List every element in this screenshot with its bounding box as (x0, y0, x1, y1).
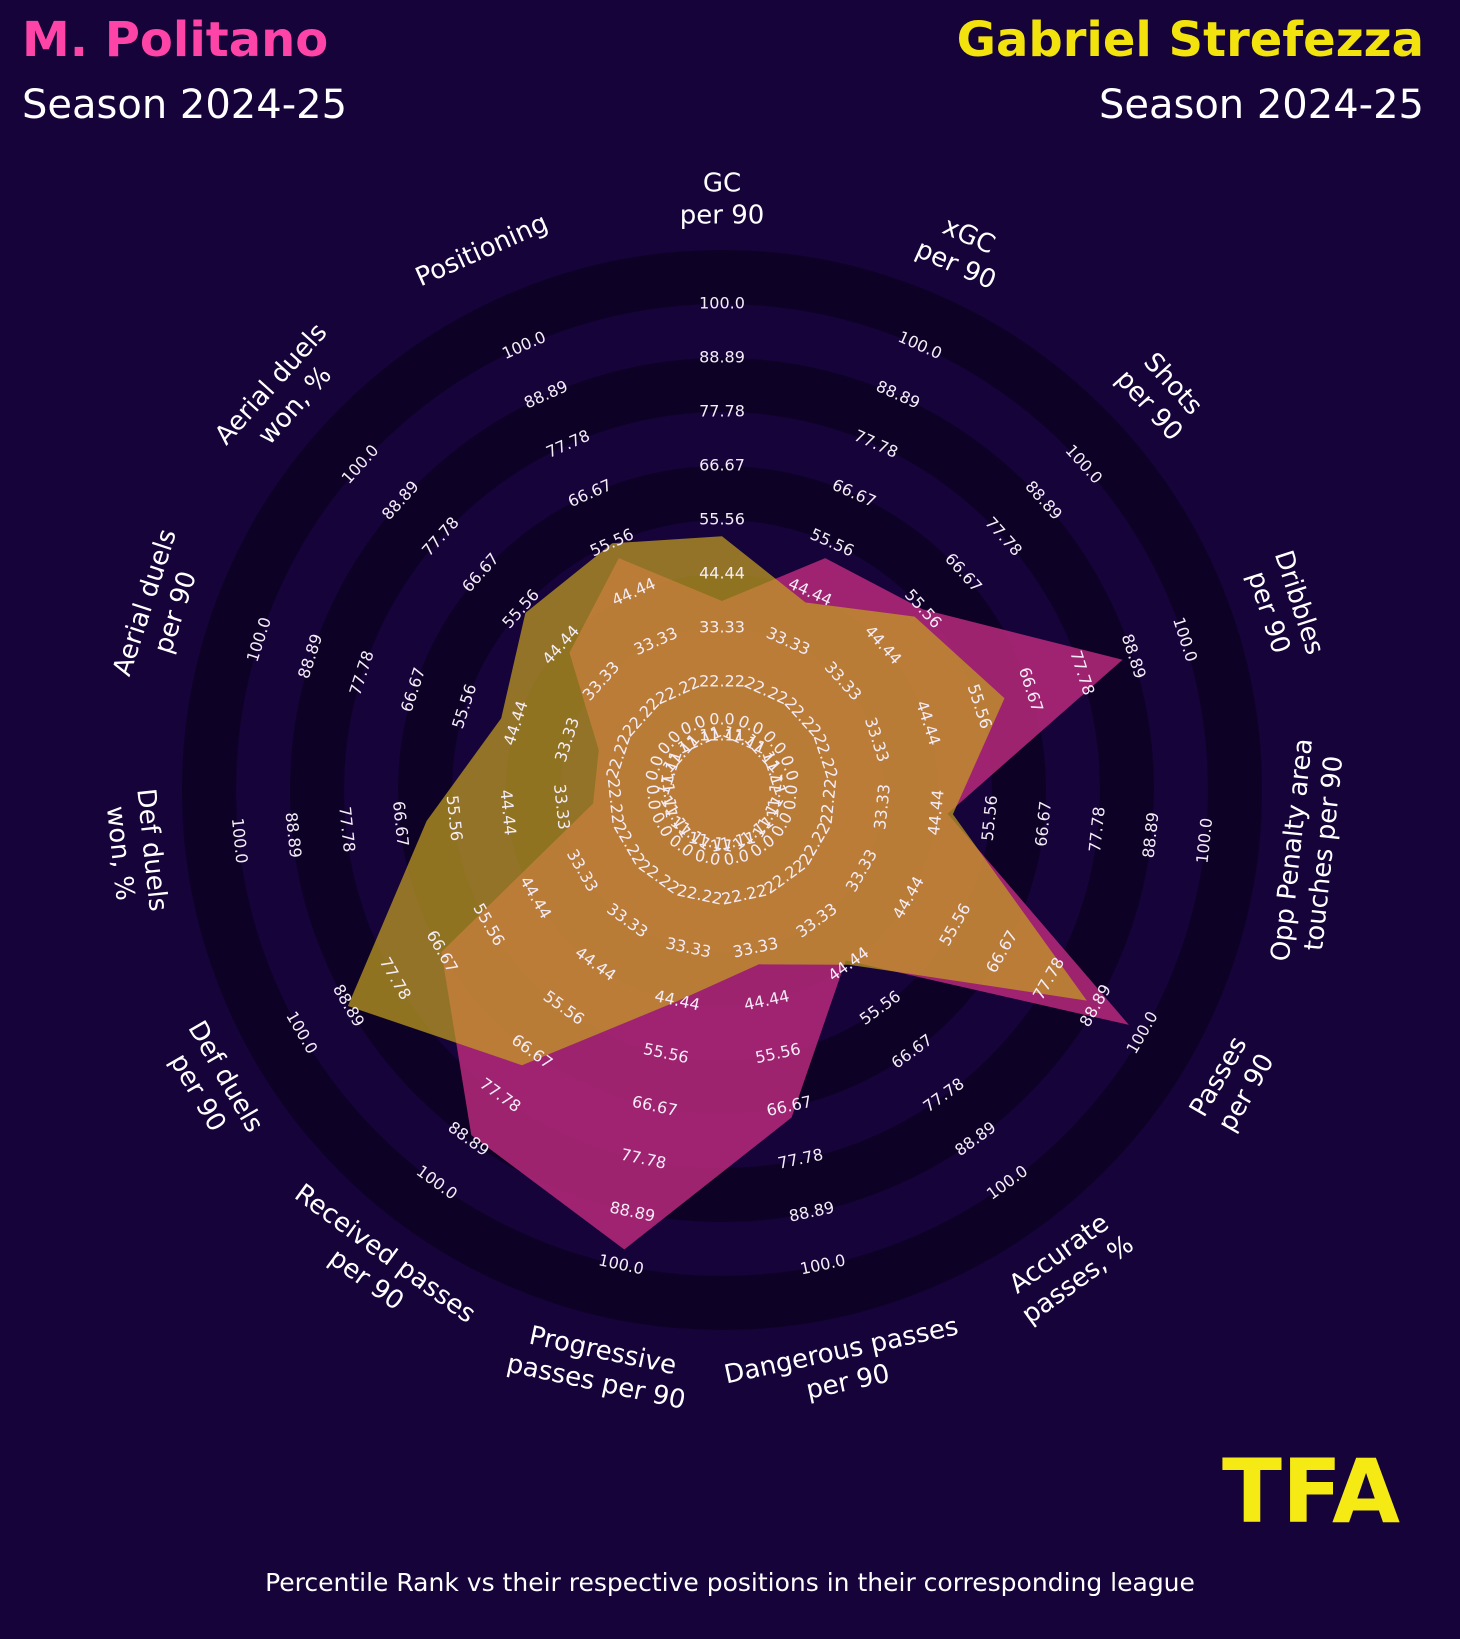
category-label-line: GC (703, 169, 741, 199)
radar-ring-7 (290, 358, 1154, 1222)
tick-label: 11.11 (699, 726, 745, 745)
radar-ring-9 (182, 250, 1262, 1330)
tick-label: 66.67 (699, 456, 745, 475)
tick-label: 100.0 (1192, 817, 1216, 865)
tick-label: 88.89 (282, 811, 306, 859)
category-label-line: per 90 (680, 201, 765, 231)
tick-label: 11.11 (763, 772, 787, 820)
tick-label: 0.0 (780, 784, 802, 811)
header: M. Politano Season 2024-25 Gabriel Stref… (0, 0, 1460, 150)
tick-label: 77.78 (1085, 806, 1109, 854)
tick-label: 55.56 (978, 794, 1002, 842)
tick-label: 22.22 (699, 672, 745, 691)
tick-label: 44.44 (924, 789, 948, 837)
tick-label: 0.0 (643, 784, 665, 811)
tick-label: 66.67 (1031, 800, 1055, 848)
player2-season: Season 2024-25 (1098, 82, 1424, 128)
footer-caption: Percentile Rank vs their respective posi… (265, 1568, 1195, 1597)
tick-label: 33.33 (870, 783, 894, 831)
tick-label: 55.56 (699, 510, 745, 529)
player2-name: Gabriel Strefezza (956, 12, 1424, 68)
tick-label: 11.11 (657, 772, 681, 820)
tick-label: 66.67 (389, 800, 413, 848)
tick-label: 0.0 (709, 710, 734, 729)
category-label-line: Positioning (411, 208, 552, 293)
tfa-logo: TFA (1222, 1450, 1400, 1530)
tick-label: 100.0 (699, 294, 745, 313)
tick-label: 88.89 (1139, 811, 1163, 859)
player1-name: M. Politano (22, 12, 329, 68)
tick-label: 44.44 (496, 789, 520, 837)
series-polygon-2 (347, 536, 1087, 1066)
radar-polygons (347, 536, 1129, 1250)
tick-label: 88.89 (699, 348, 745, 367)
category-label: Positioning (411, 208, 552, 293)
tick-label: 22.22 (817, 777, 841, 825)
player1-season: Season 2024-25 (22, 82, 348, 128)
tick-label: 33.33 (699, 618, 745, 637)
tick-label: 77.78 (335, 806, 359, 854)
tick-label: 0.0 (722, 846, 751, 870)
radar-chart: 0.011.1122.2233.3344.4455.5666.6777.7888… (100, 169, 1350, 1416)
tick-label: 22.22 (604, 777, 628, 825)
tick-label: 100.0 (228, 817, 252, 865)
tfa-logo-text: TFA (1222, 1450, 1400, 1530)
tick-label: 55.56 (443, 794, 467, 842)
tick-label: 77.78 (699, 402, 745, 421)
tick-label: 33.33 (550, 783, 574, 831)
tick-label: 0.0 (693, 846, 722, 870)
tick-label: 44.44 (699, 564, 745, 583)
